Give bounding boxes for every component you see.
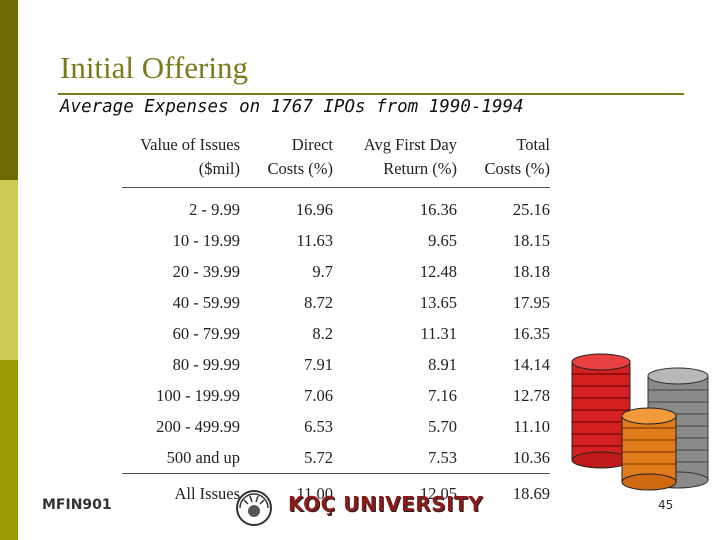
header-direct: Direct [291, 135, 333, 154]
cell-all-issues-label: All Issues [174, 484, 240, 503]
cell-value-range: 500 and up [122, 442, 240, 474]
table-header-row: Value of Issues Direct Avg First Day Tot… [122, 131, 550, 159]
slide-subtitle: Average Expenses on 1767 IPOs from 1990-… [60, 97, 524, 117]
table-row: 500 and up 5.72 7.53 10.36 [122, 442, 550, 474]
cell-value-range: 10 - 19.99 [172, 230, 240, 250]
cell-first-day-return: 7.16 [428, 385, 457, 405]
cell-value-range: 100 - 199.99 [156, 385, 240, 405]
cell-first-day-return: 8.91 [428, 354, 457, 374]
cell-all-total-costs: 18.69 [512, 484, 550, 503]
table-row: 60 - 79.99 8.2 11.31 16.35 [122, 318, 550, 349]
cell-first-day-return: 11.31 [420, 323, 457, 343]
cell-total-costs: 10.36 [457, 442, 550, 474]
cell-direct-costs: 11.63 [296, 230, 333, 250]
cell-total-costs: 16.35 [512, 323, 550, 343]
header-total: Total [516, 135, 550, 154]
cell-first-day-return: 12.48 [419, 261, 457, 281]
cell-value-range: 2 - 9.99 [189, 199, 240, 219]
table-row: 40 - 59.99 8.72 13.65 17.95 [122, 287, 550, 318]
cell-total-costs: 11.10 [513, 416, 550, 436]
cell-value-range: 80 - 99.99 [172, 354, 240, 374]
cell-first-day-return: 9.65 [428, 230, 457, 250]
cell-value-range: 40 - 59.99 [172, 292, 240, 312]
university-wordmark: KOÇ UNIVERSITY [288, 492, 484, 516]
cell-first-day-return: 5.70 [428, 416, 457, 436]
cell-direct-costs: 5.72 [240, 442, 333, 474]
cell-first-day-return: 16.36 [419, 199, 457, 219]
table-row: 80 - 99.99 7.91 8.91 14.14 [122, 349, 550, 380]
cell-direct-costs: 8.72 [304, 292, 333, 312]
cell-all-first-day-return: 12.05 [419, 484, 457, 503]
sidebar-band-middle [0, 180, 18, 360]
red-coin-stack [571, 353, 631, 469]
header-return: Return (%) [333, 159, 457, 188]
title-underline [58, 93, 684, 95]
cell-total-costs: 14.14 [512, 354, 550, 374]
table-row: 20 - 39.99 9.7 12.48 18.18 [122, 256, 550, 287]
cell-direct-costs: 16.96 [295, 199, 333, 219]
table-row: 200 - 499.99 6.53 5.70 11.10 [122, 411, 550, 442]
table-row: 100 - 199.99 7.06 7.16 12.78 [122, 380, 550, 411]
cell-direct-costs: 7.91 [304, 354, 333, 374]
cell-total-costs: 25.16 [512, 199, 550, 219]
slide-title: Initial Offering [60, 50, 248, 85]
cell-direct-costs: 9.7 [312, 261, 333, 281]
table-header-row: ($mil) Costs (%) Return (%) Costs (%) [122, 159, 550, 188]
header-units-mil: ($mil) [122, 159, 240, 188]
cell-first-day-return: 13.65 [419, 292, 457, 312]
table-row: 10 - 19.99 11.63 9.65 18.15 [122, 225, 550, 256]
sidebar-band-top [0, 0, 18, 180]
cell-total-costs: 18.15 [512, 230, 550, 250]
cell-total-costs: 18.18 [512, 261, 550, 281]
cell-value-range: 60 - 79.99 [172, 323, 240, 343]
page-number: 45 [658, 498, 674, 512]
coin-stacks-illustration [571, 353, 709, 491]
header-total-costs: Costs (%) [457, 159, 550, 188]
header-value-of-issues: Value of Issues [140, 135, 240, 154]
cell-value-range: 200 - 499.99 [156, 416, 240, 436]
koc-university-seal-icon [236, 490, 272, 526]
cell-total-costs: 17.95 [512, 292, 550, 312]
koc-university-logo: KOÇ UNIVERSITY [228, 489, 488, 527]
cell-direct-costs: 8.2 [312, 323, 333, 343]
cell-direct-costs: 6.53 [304, 416, 333, 436]
table-total-row: All Issues 11.00 12.05 18.69 [122, 474, 550, 505]
orange-coin-stack [621, 407, 677, 491]
ipo-expenses-table: Value of Issues Direct Avg First Day Tot… [122, 131, 550, 504]
header-avg-first-day: Avg First Day [363, 135, 457, 154]
header-direct-costs: Costs (%) [240, 159, 333, 188]
cell-value-range: 20 - 39.99 [172, 261, 240, 281]
cell-direct-costs: 7.06 [304, 385, 333, 405]
cell-first-day-return: 7.53 [333, 442, 457, 474]
cell-all-direct-costs: 11.00 [296, 484, 333, 503]
sidebar-band-bottom [0, 360, 18, 540]
cell-total-costs: 12.78 [512, 385, 550, 405]
course-code: MFIN901 [42, 497, 112, 513]
table-row: 2 - 9.99 16.96 16.36 25.16 [122, 188, 550, 226]
